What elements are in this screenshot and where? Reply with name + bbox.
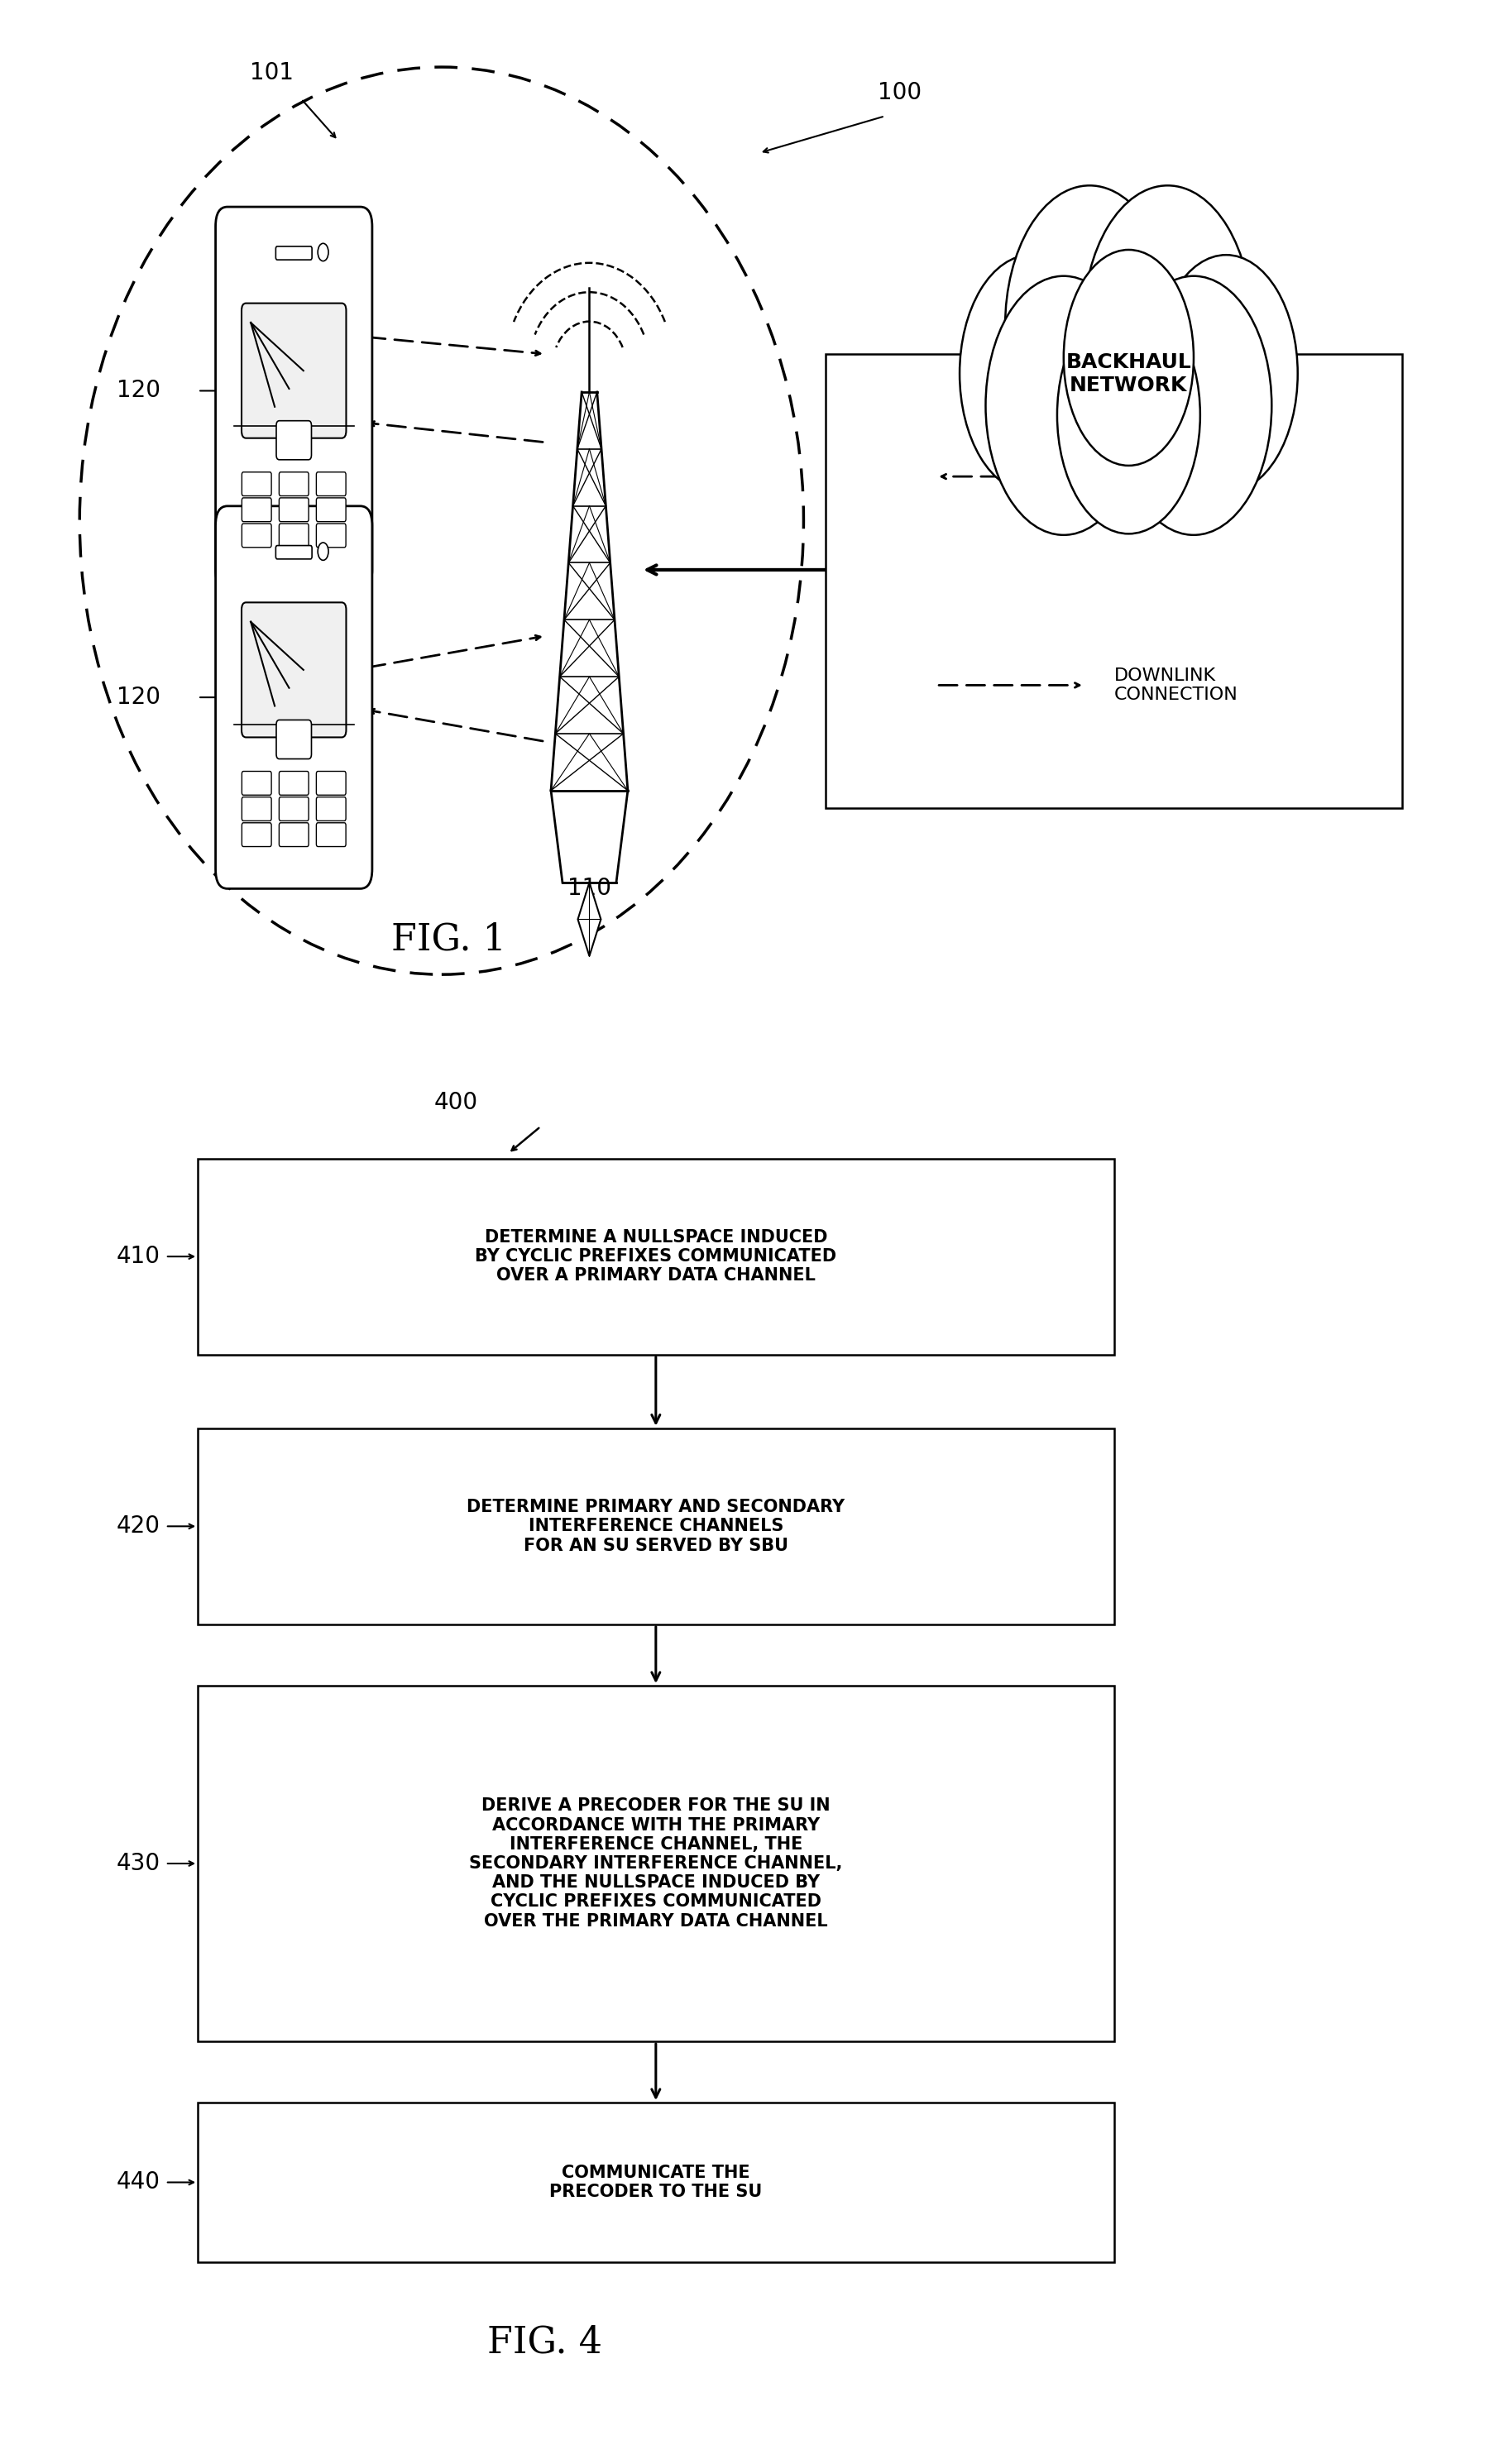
FancyBboxPatch shape <box>275 545 313 559</box>
FancyBboxPatch shape <box>241 473 271 495</box>
Circle shape <box>959 254 1103 493</box>
Text: UPLINK
CONNECTION: UPLINK CONNECTION <box>1114 458 1237 495</box>
FancyBboxPatch shape <box>278 473 308 495</box>
Text: 120: 120 <box>118 379 161 402</box>
FancyBboxPatch shape <box>316 823 345 848</box>
FancyBboxPatch shape <box>316 522 345 547</box>
Text: 440: 440 <box>116 2171 161 2193</box>
Text: 100: 100 <box>877 81 922 103</box>
Text: BACKHAUL
NETWORK: BACKHAUL NETWORK <box>1066 352 1191 394</box>
FancyBboxPatch shape <box>241 771 271 796</box>
FancyBboxPatch shape <box>216 207 372 589</box>
Circle shape <box>1063 249 1194 466</box>
Text: 120: 120 <box>118 685 161 710</box>
Circle shape <box>317 542 329 559</box>
FancyBboxPatch shape <box>278 522 308 547</box>
Text: DETERMINE A NULLSPACE INDUCED
BY CYCLIC PREFIXES COMMUNICATED
OVER A PRIMARY DAT: DETERMINE A NULLSPACE INDUCED BY CYCLIC … <box>475 1230 837 1284</box>
Text: 101: 101 <box>250 62 293 84</box>
Circle shape <box>1083 185 1252 466</box>
FancyBboxPatch shape <box>241 522 271 547</box>
FancyBboxPatch shape <box>198 1685 1114 2040</box>
FancyBboxPatch shape <box>277 421 311 461</box>
Circle shape <box>1005 185 1175 466</box>
FancyBboxPatch shape <box>278 796 308 821</box>
Text: COMMUNICATE THE
PRECODER TO THE SU: COMMUNICATE THE PRECODER TO THE SU <box>549 2163 762 2200</box>
Text: FIG. 1: FIG. 1 <box>392 922 506 958</box>
FancyBboxPatch shape <box>198 1429 1114 1624</box>
Circle shape <box>1154 254 1298 493</box>
FancyBboxPatch shape <box>241 796 271 821</box>
Circle shape <box>1115 276 1272 535</box>
Text: 400: 400 <box>435 1092 478 1114</box>
Text: DERIVE A PRECODER FOR THE SU IN
ACCORDANCE WITH THE PRIMARY
INTERFERENCE CHANNEL: DERIVE A PRECODER FOR THE SU IN ACCORDAN… <box>469 1799 843 1929</box>
Circle shape <box>986 276 1142 535</box>
Text: 430: 430 <box>116 1853 161 1875</box>
FancyBboxPatch shape <box>826 355 1403 808</box>
Text: 420: 420 <box>116 1515 161 1538</box>
FancyBboxPatch shape <box>241 303 345 439</box>
Text: 410: 410 <box>116 1244 161 1269</box>
Text: 110: 110 <box>567 877 612 899</box>
FancyBboxPatch shape <box>316 796 345 821</box>
Circle shape <box>1057 296 1200 535</box>
FancyBboxPatch shape <box>277 719 311 759</box>
FancyBboxPatch shape <box>241 823 271 848</box>
FancyBboxPatch shape <box>316 771 345 796</box>
FancyBboxPatch shape <box>278 823 308 848</box>
Circle shape <box>317 244 329 261</box>
FancyBboxPatch shape <box>241 498 271 522</box>
Text: DETERMINE PRIMARY AND SECONDARY
INTERFERENCE CHANNELS
FOR AN SU SERVED BY SBU: DETERMINE PRIMARY AND SECONDARY INTERFER… <box>466 1498 844 1555</box>
FancyBboxPatch shape <box>198 1158 1114 1355</box>
Text: DOWNLINK
CONNECTION: DOWNLINK CONNECTION <box>1114 668 1237 702</box>
FancyBboxPatch shape <box>278 498 308 522</box>
FancyBboxPatch shape <box>216 505 372 890</box>
FancyBboxPatch shape <box>316 498 345 522</box>
Text: 130: 130 <box>1111 209 1155 232</box>
Polygon shape <box>578 882 602 956</box>
FancyBboxPatch shape <box>275 246 313 259</box>
FancyBboxPatch shape <box>198 2102 1114 2262</box>
Text: FIG. 4: FIG. 4 <box>487 2324 603 2361</box>
FancyBboxPatch shape <box>316 473 345 495</box>
FancyBboxPatch shape <box>278 771 308 796</box>
FancyBboxPatch shape <box>241 601 345 737</box>
